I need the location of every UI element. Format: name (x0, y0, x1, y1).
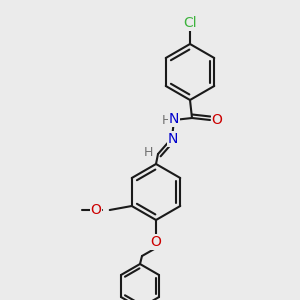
Text: H: H (143, 146, 153, 158)
Text: N: N (169, 112, 179, 126)
Text: O: O (151, 235, 161, 249)
Text: N: N (168, 132, 178, 146)
Text: Cl: Cl (183, 16, 197, 30)
Text: O: O (90, 203, 101, 217)
Text: H: H (161, 113, 171, 127)
Text: O: O (212, 113, 222, 127)
